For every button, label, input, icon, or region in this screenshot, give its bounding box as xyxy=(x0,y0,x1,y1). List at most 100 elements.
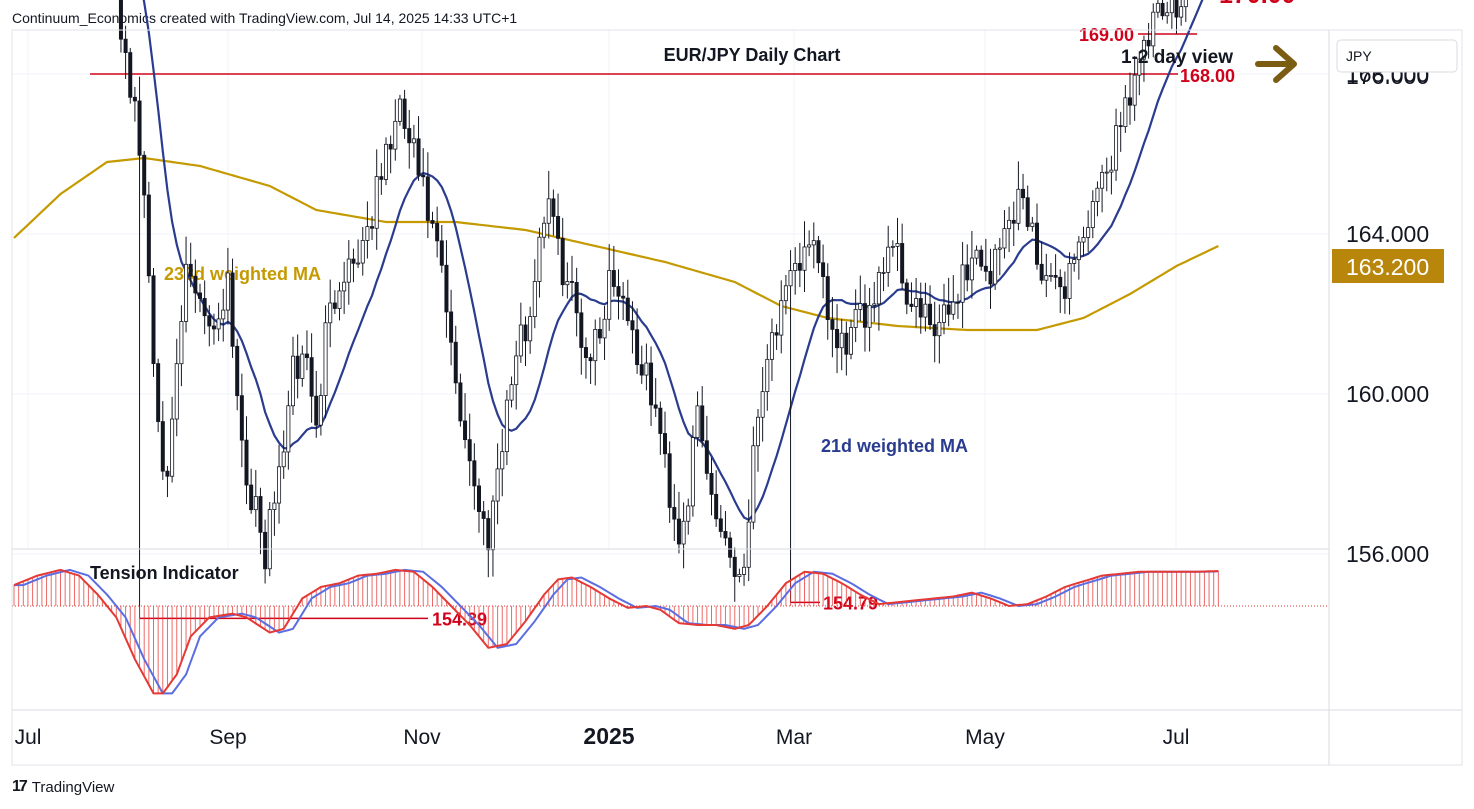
candle-body xyxy=(449,311,454,343)
candle-body xyxy=(1011,219,1016,224)
candle-body xyxy=(207,315,212,327)
candle xyxy=(1146,22,1151,59)
candle-body xyxy=(1058,276,1063,288)
candle xyxy=(528,306,533,354)
candle-body xyxy=(839,332,844,349)
candle-body xyxy=(532,281,537,317)
x-tick-label: Mar xyxy=(776,726,812,749)
candle-body xyxy=(388,143,393,150)
candle xyxy=(811,222,816,269)
candle-body xyxy=(895,243,900,247)
candle-body xyxy=(1141,39,1146,60)
candle-body xyxy=(435,223,440,242)
candle xyxy=(765,344,770,411)
candle-body xyxy=(997,247,1002,250)
candle xyxy=(932,301,937,363)
candle-body xyxy=(988,270,993,285)
candle-body xyxy=(1044,275,1049,281)
candle-body xyxy=(165,470,170,477)
candle xyxy=(783,274,788,315)
candle-body xyxy=(1095,187,1100,202)
candle-body xyxy=(1174,0,1179,18)
right-arrow-icon xyxy=(1255,45,1297,83)
candle-body xyxy=(170,418,175,477)
candle xyxy=(179,305,184,387)
candle-body xyxy=(1002,228,1007,249)
candle xyxy=(202,280,207,335)
candle-body xyxy=(509,384,514,401)
candle-body xyxy=(1179,6,1184,18)
candle xyxy=(258,487,263,555)
candle xyxy=(551,189,556,236)
x-tick-label: 2025 xyxy=(583,723,634,749)
arrow-head xyxy=(1273,45,1297,83)
candle xyxy=(1025,185,1030,231)
candle xyxy=(807,230,812,257)
candle xyxy=(1132,56,1137,121)
candle xyxy=(1100,164,1105,213)
candle-body xyxy=(481,511,486,519)
candle xyxy=(449,289,454,366)
candle-body xyxy=(472,460,477,487)
candle xyxy=(328,279,333,348)
ma233-path xyxy=(13,156,1219,332)
candle-body xyxy=(649,362,654,406)
candle xyxy=(737,568,742,583)
candle-body xyxy=(853,309,858,328)
level-label: 169.00 xyxy=(1079,25,1134,45)
candle xyxy=(625,279,630,326)
candle-body xyxy=(151,275,156,364)
candle xyxy=(467,413,472,486)
candle-body xyxy=(146,194,151,277)
candle xyxy=(439,224,444,273)
candle xyxy=(635,308,640,374)
candle-body xyxy=(663,433,668,455)
chart-frame xyxy=(11,29,1463,766)
candle xyxy=(611,245,616,297)
chart-attribution: Continuum_Economics created with Trading… xyxy=(12,10,518,26)
candle xyxy=(909,282,914,312)
candle xyxy=(165,465,170,498)
candle-body xyxy=(528,316,533,342)
candle xyxy=(900,223,905,291)
candle xyxy=(616,269,621,320)
candle xyxy=(816,236,821,274)
candle-body xyxy=(616,286,621,297)
candle-body xyxy=(365,226,370,241)
candle-body xyxy=(216,318,221,330)
candle-body xyxy=(965,264,970,281)
candle xyxy=(788,250,793,603)
candle xyxy=(453,325,458,394)
candle xyxy=(463,393,468,449)
candle xyxy=(546,170,551,239)
candle-body xyxy=(737,574,742,577)
candle-body xyxy=(1104,171,1109,174)
candle xyxy=(867,287,872,352)
candle xyxy=(923,282,928,332)
candle-body xyxy=(807,244,812,248)
candle-body xyxy=(495,468,500,502)
tradingview-footer[interactable]: 17 TradingView xyxy=(12,778,114,796)
candle-body xyxy=(955,301,960,304)
candle xyxy=(407,109,412,169)
candle xyxy=(723,511,728,546)
candle xyxy=(560,217,565,297)
ma21-label: 21d weighted MA xyxy=(821,436,968,456)
candle-body xyxy=(300,353,305,379)
candle-body xyxy=(221,309,226,320)
candle-body xyxy=(430,220,435,224)
candle xyxy=(518,302,523,363)
candle xyxy=(1002,210,1007,259)
osc-main-line xyxy=(13,568,1219,695)
candle xyxy=(890,240,895,257)
candle xyxy=(1114,108,1119,181)
candle-body xyxy=(174,363,179,420)
candle-body xyxy=(142,154,147,196)
candle xyxy=(500,429,505,497)
candle xyxy=(1011,201,1016,246)
candle-body xyxy=(267,509,272,570)
candle xyxy=(146,181,151,283)
candle-body xyxy=(514,355,519,386)
candle-body xyxy=(946,304,951,315)
